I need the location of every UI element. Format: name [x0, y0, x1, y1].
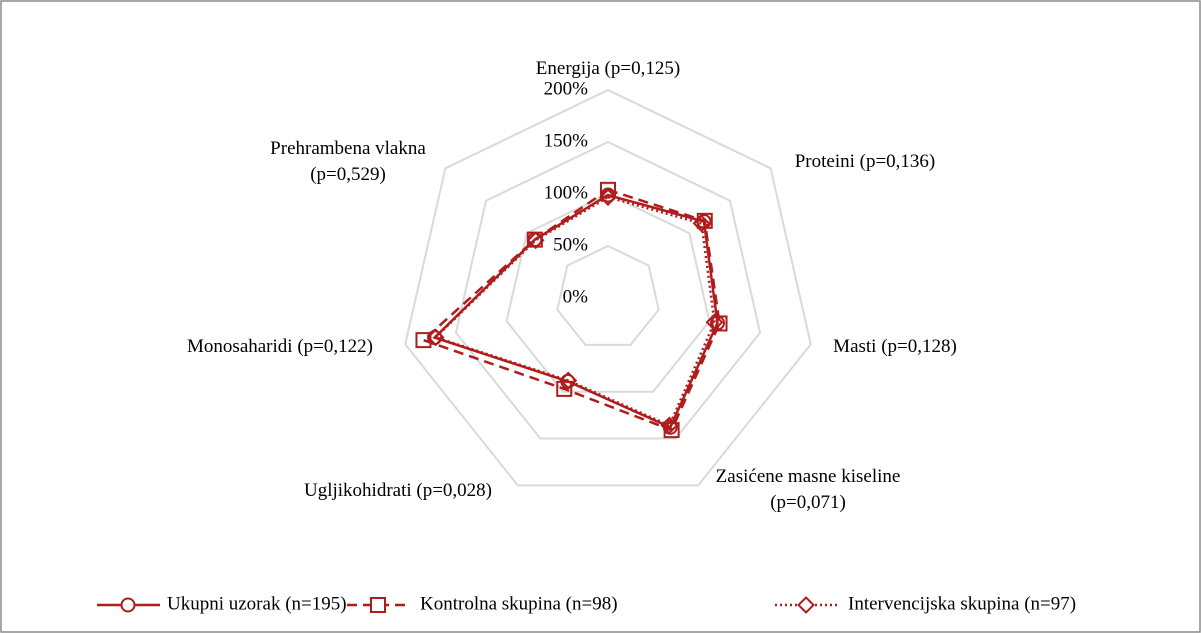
- category-label-line: Monosaharidi (p=0,122): [187, 336, 373, 357]
- category-label: Zasićene masne kiseline (p=0,071): [716, 466, 901, 513]
- category-label-line: (p=0,071): [770, 492, 846, 513]
- grid-ring: [404, 88, 812, 487]
- legend-label: Kontrolna skupina (n=98): [420, 593, 618, 614]
- data-point: [692, 214, 711, 233]
- category-label-line: Ugljikohidrati (p=0,028): [304, 480, 492, 501]
- data-point: [705, 313, 724, 332]
- r-tick-label: 200%: [544, 78, 589, 99]
- category-label: Energija (p=0,125): [536, 58, 680, 79]
- data-point: [526, 231, 545, 250]
- category-label-line: Energija (p=0,125): [536, 58, 680, 79]
- data-point: [711, 315, 728, 332]
- legend-marker: [797, 596, 815, 614]
- data-point: [599, 188, 617, 207]
- category-label: Monosaharidi (p=0,122): [187, 336, 373, 357]
- r-tick-label: 50%: [553, 234, 588, 255]
- category-label: Ugljikohidrati (p=0,028): [304, 480, 492, 501]
- data-point: [556, 380, 573, 397]
- category-label: Proteini (p=0,136): [795, 151, 936, 172]
- legend-label: Intervencijska skupina (n=97): [848, 593, 1076, 614]
- data-point: [559, 371, 578, 390]
- category-label-line: Prehrambena vlakna: [270, 138, 426, 159]
- category-label-line: Masti (p=0,128): [833, 336, 957, 357]
- data-point: [600, 181, 616, 198]
- series-line: [421, 188, 721, 432]
- r-tick-label: 150%: [544, 130, 589, 151]
- category-label-line: Zasićene masne kiseline: [716, 466, 901, 487]
- category-label-line: (p=0,529): [310, 164, 386, 185]
- grid-ring: [505, 192, 711, 393]
- legend-marker: [120, 597, 136, 613]
- category-label-line: Proteini (p=0,136): [795, 151, 936, 172]
- legend-marker: [370, 597, 386, 613]
- data-point: [663, 422, 680, 439]
- legend-label: Ukupni uzorak (n=195): [167, 593, 347, 614]
- series-line: [433, 195, 716, 428]
- grid-ring: [454, 140, 762, 440]
- grid-ring: [556, 244, 660, 346]
- r-tick-label: 0%: [563, 286, 589, 307]
- data-point: [660, 416, 679, 435]
- category-label: Masti (p=0,128): [833, 336, 957, 357]
- data-point: [426, 328, 445, 347]
- r-tick-label: 100%: [544, 182, 589, 203]
- category-label: Prehrambena vlakna (p=0,529): [270, 138, 426, 185]
